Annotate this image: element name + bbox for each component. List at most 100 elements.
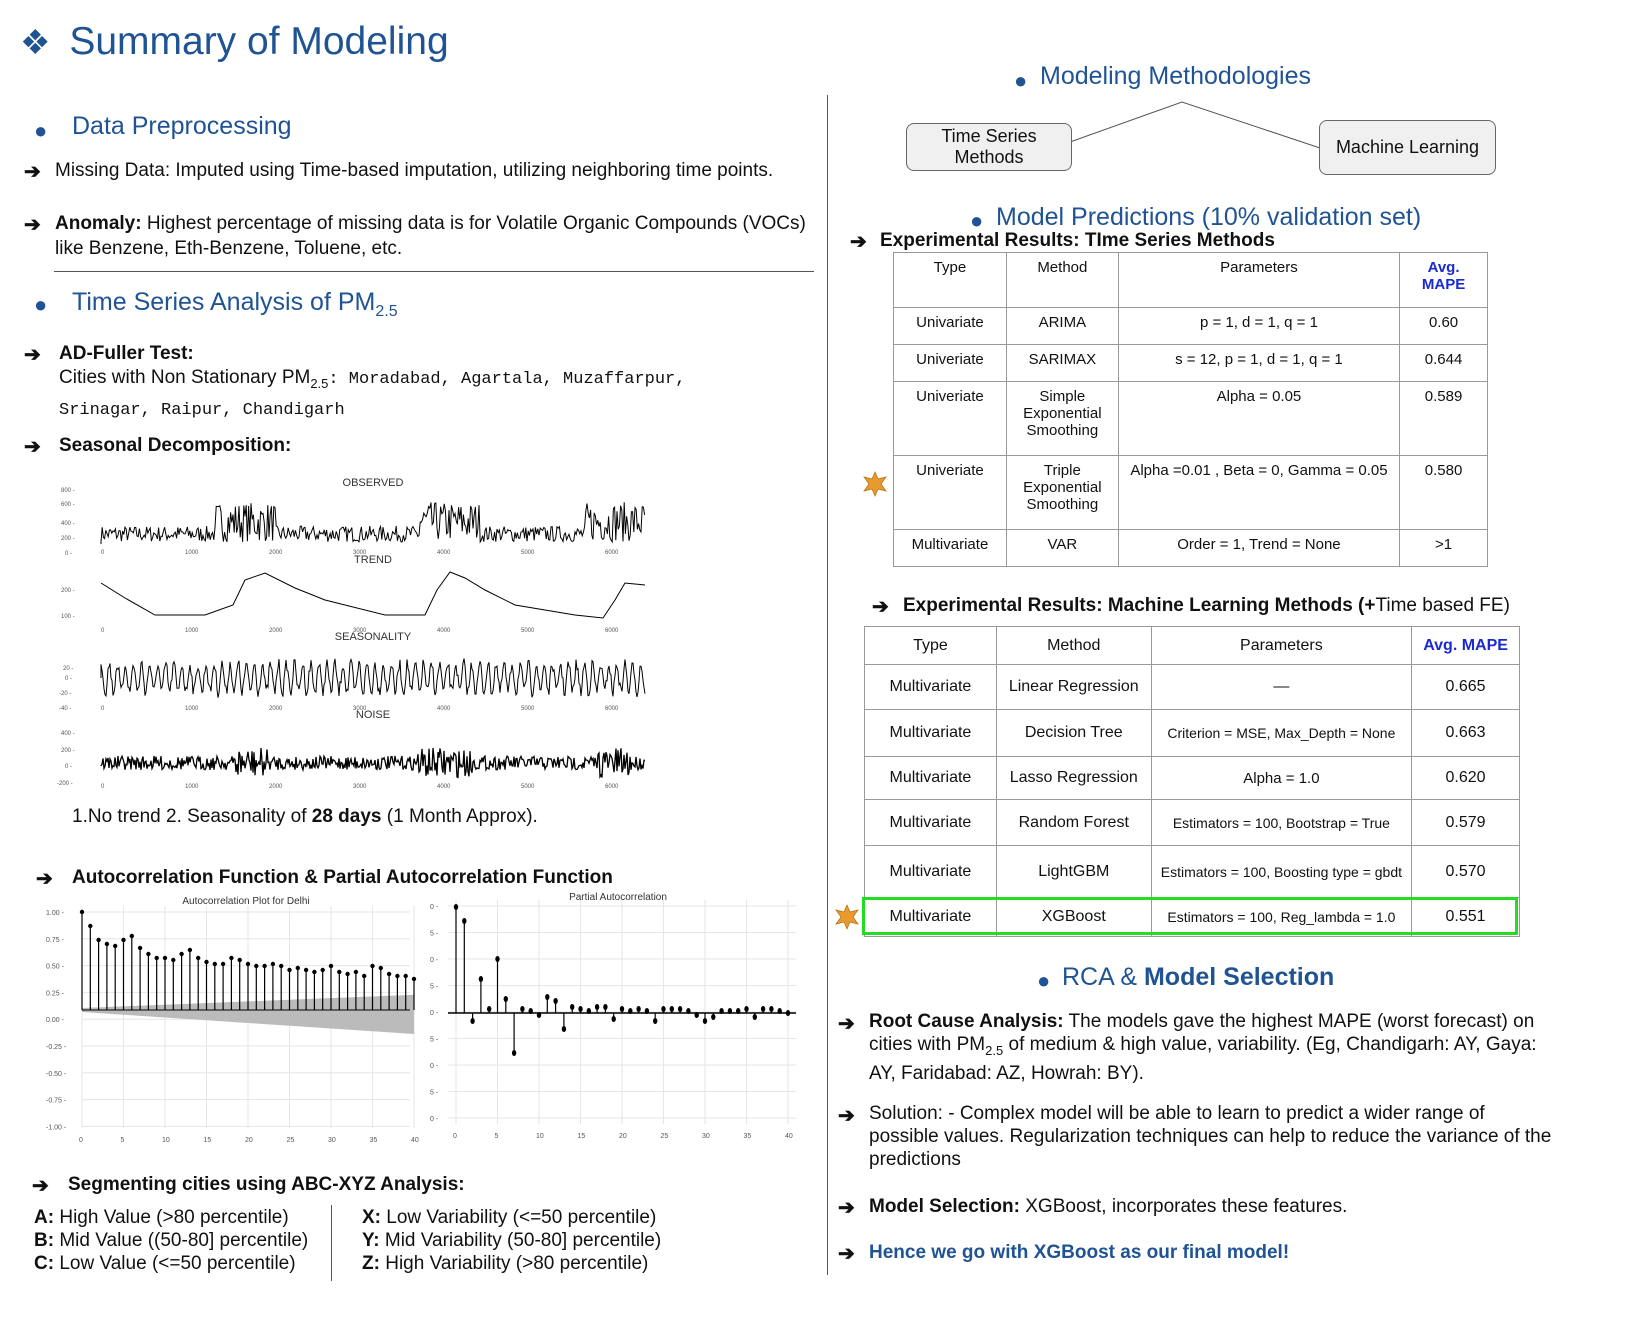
tick-label: 20 -	[63, 666, 73, 672]
tick-label: -40 -	[59, 706, 71, 712]
arrow-right-icon: ➔	[838, 1197, 855, 1219]
tick-label: 0.75 -	[46, 937, 65, 944]
pacf-point	[619, 1006, 625, 1012]
pacf-point	[702, 1018, 708, 1024]
tick-label: 0 -	[430, 1010, 439, 1017]
table-header-row: Type Method Parameters Avg. MAPE	[893, 252, 1488, 308]
acf-point	[320, 967, 325, 973]
header-type: Type	[864, 626, 997, 665]
final-model-statement: Hence we go with XGBoost as our final mo…	[869, 1242, 1290, 1263]
arrow-right-icon: ➔	[838, 1013, 855, 1035]
ml-label-normal: Time based FE)	[1375, 595, 1510, 616]
pacf-plot: Partial Autocorrelation 0 - 5 - 0 - 5 - 0 - 5…	[430, 892, 796, 1140]
abc-item-b: B: Mid Value ((50-80] percentile)	[34, 1229, 308, 1252]
arrow-right-icon: ➔	[32, 1175, 49, 1197]
table-row: Univeriate Simple Exponential Smoothing …	[893, 381, 1488, 456]
best-model-highlight	[862, 897, 1518, 935]
pacf-point	[777, 1008, 782, 1014]
table-row-highlighted: Multivariate XGBoost Estimators = 100, R…	[864, 897, 1520, 937]
tick-label: 200 -	[61, 748, 75, 754]
tick-label: 1000	[185, 784, 199, 790]
acf-point	[345, 971, 350, 977]
xyz-item-x: X: Low Variability (<=50 percentile)	[362, 1206, 661, 1229]
tsa-heading: Time Series Analysis of PM2.5	[72, 288, 398, 321]
pacf-point	[677, 1006, 683, 1012]
trend-series-line	[100, 571, 646, 619]
acf-point	[137, 945, 143, 951]
anomaly-label: Anomaly:	[55, 213, 142, 234]
cell-mape: 0.580	[1399, 455, 1488, 530]
abc-key: B:	[34, 1230, 55, 1251]
table-row: Multivariate Linear Regression — 0.665	[864, 664, 1520, 710]
pacf-point	[453, 904, 459, 910]
acf-point	[121, 937, 126, 943]
acf-point	[403, 973, 408, 979]
arrow-right-icon: ➔	[850, 231, 867, 253]
tick-label: 0 -	[430, 957, 439, 964]
tick-label: -0.50 -	[46, 1071, 67, 1078]
arrow-right-icon: ➔	[36, 868, 53, 890]
rca-text-2a: cities with PM	[869, 1034, 986, 1055]
title-text: Summary of Modeling	[69, 20, 449, 63]
acf-point	[220, 961, 226, 967]
cell-parameters: Alpha = 0.05	[1117, 381, 1401, 456]
tick-label: 0 -	[430, 1116, 439, 1123]
tick-label: 0.25 -	[46, 990, 65, 997]
tick-label: 0	[79, 1137, 83, 1144]
tick-label: 400 -	[61, 731, 75, 737]
noise-series-line	[100, 747, 646, 780]
tick-label: 3000	[353, 628, 367, 634]
tick-label: 15	[204, 1137, 212, 1144]
cell-parameters: p = 1, d = 1, q = 1	[1117, 307, 1401, 345]
anomaly-text: Anomaly: Highest percentage of missing d…	[55, 211, 825, 261]
cell-type: Univeriate	[893, 381, 1007, 456]
adf-cities-line2: Srinagar, Raipur, Chandigarh	[59, 400, 345, 420]
acf-point	[171, 957, 176, 963]
tick-label: 0 -	[65, 676, 72, 682]
table-row: Univeriate SARIMAX s = 12, p = 1, d = 1,…	[893, 344, 1488, 382]
tick-label: 0 -	[65, 551, 72, 557]
cell-method: VAR	[1005, 529, 1119, 567]
tick-label: 0	[101, 550, 105, 556]
anomaly-desc-2: like Benzene, Eth-Benzene, Toluene, etc.	[55, 238, 403, 259]
cell-parameters: Estimators = 100, Reg_lambda = 1.0	[1150, 897, 1413, 937]
cell-type: Multivariate	[864, 664, 997, 710]
acf-point	[362, 973, 367, 979]
tick-label: 0 -	[430, 904, 439, 911]
acf-point	[337, 969, 342, 975]
tick-label: 5000	[521, 784, 535, 790]
cell-mape: 0.570	[1411, 845, 1520, 898]
pacf-point	[694, 1012, 699, 1018]
decomposition-note: 1.No trend 2. Seasonality of 28 days (1 …	[72, 804, 538, 829]
pacf-point	[744, 1006, 749, 1012]
xyz-value: High Variability (>80 percentile)	[379, 1253, 649, 1274]
column-divider	[827, 95, 828, 1275]
table-row: Multivariate Lasso Regression Alpha = 1.…	[864, 756, 1520, 800]
arrow-right-icon: ➔	[24, 214, 41, 236]
pacf-point	[570, 1004, 575, 1010]
header-method: Method	[995, 626, 1152, 665]
cell-method: Simple Exponential Smoothing	[1005, 381, 1119, 456]
cell-type: Univeriate	[893, 344, 1007, 382]
tick-label: 0.00 -	[46, 1017, 65, 1024]
acf-point	[262, 963, 267, 969]
acf-point	[411, 976, 417, 982]
tick-label: 400 -	[61, 521, 75, 527]
cell-parameters: Order = 1, Trend = None	[1117, 529, 1401, 567]
pacf-point	[611, 1016, 616, 1022]
pacf-point	[727, 1008, 733, 1014]
acf-point	[303, 967, 309, 973]
time-series-methods-node: Time Series Methods	[906, 123, 1072, 171]
tick-label: 10	[536, 1133, 544, 1140]
cell-parameters: Alpha = 1.0	[1150, 756, 1413, 800]
ml-results-table: Type Method Parameters Avg. MAPE Multiva…	[864, 626, 1520, 937]
tsa-heading-text: Time Series Analysis of PM	[72, 288, 376, 316]
acf-point	[113, 943, 118, 949]
pacf-point	[628, 1008, 633, 1014]
acf-point	[129, 933, 134, 939]
tick-label: 3000	[353, 784, 367, 790]
pacf-point	[536, 1012, 542, 1018]
acf-point	[88, 923, 93, 929]
cell-type: Multivariate	[893, 529, 1007, 567]
acf-point	[237, 957, 242, 963]
